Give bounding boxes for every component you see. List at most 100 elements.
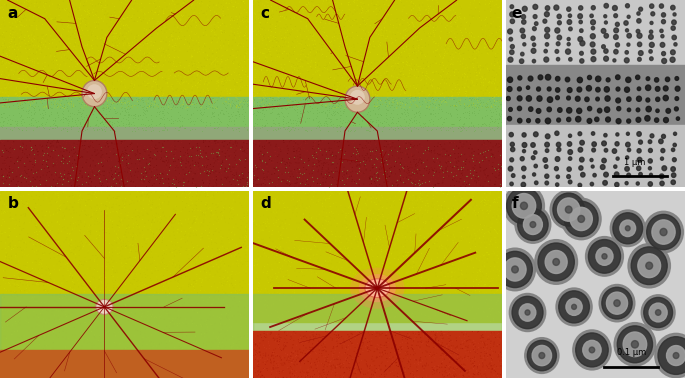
Point — [77, 275, 88, 281]
Point — [146, 207, 157, 213]
Point — [69, 47, 80, 53]
Point — [200, 96, 211, 102]
Point — [401, 118, 412, 124]
Point — [125, 320, 136, 326]
Point — [393, 238, 404, 244]
Point — [86, 238, 97, 244]
Point — [89, 299, 100, 305]
Point — [333, 305, 344, 311]
Point — [125, 167, 136, 174]
Point — [253, 102, 264, 108]
Point — [312, 195, 323, 201]
Point — [366, 373, 377, 378]
Point — [312, 150, 323, 156]
Point — [373, 122, 384, 128]
Point — [225, 17, 236, 23]
Point — [158, 60, 169, 66]
Point — [462, 314, 473, 320]
Point — [256, 34, 267, 40]
Point — [396, 276, 407, 282]
Point — [132, 15, 143, 21]
Point — [462, 124, 473, 130]
Point — [440, 287, 451, 293]
Point — [198, 263, 209, 269]
Point — [177, 235, 188, 242]
Point — [332, 87, 342, 93]
Point — [434, 85, 445, 91]
Point — [325, 253, 336, 259]
Point — [85, 49, 96, 55]
Point — [85, 155, 96, 161]
Point — [279, 15, 290, 21]
Point — [457, 164, 468, 170]
Point — [12, 70, 23, 76]
Point — [482, 104, 493, 110]
Point — [299, 260, 310, 266]
Point — [8, 139, 19, 145]
Point — [427, 236, 438, 242]
Point — [233, 1, 244, 7]
Point — [459, 85, 470, 91]
Point — [0, 144, 6, 150]
Point — [223, 37, 234, 43]
Point — [63, 335, 74, 341]
Circle shape — [673, 353, 679, 359]
Point — [484, 230, 495, 236]
Circle shape — [521, 52, 524, 56]
Point — [412, 360, 423, 366]
Point — [30, 10, 41, 16]
Point — [288, 51, 299, 57]
Point — [384, 168, 395, 174]
Point — [372, 347, 383, 353]
Point — [96, 147, 107, 153]
Point — [308, 32, 319, 38]
Point — [430, 336, 441, 342]
Point — [13, 94, 24, 100]
Point — [332, 335, 342, 341]
Point — [213, 373, 224, 378]
Point — [442, 288, 453, 294]
Point — [176, 220, 187, 226]
Point — [323, 75, 334, 81]
Point — [159, 54, 170, 60]
Point — [354, 213, 365, 219]
Point — [171, 321, 182, 327]
Point — [375, 350, 386, 356]
Point — [76, 262, 87, 268]
Point — [438, 170, 449, 176]
Point — [238, 295, 249, 301]
Point — [192, 217, 203, 223]
Point — [183, 158, 194, 164]
Point — [340, 148, 351, 154]
Point — [114, 122, 125, 128]
Point — [24, 158, 35, 164]
Point — [259, 96, 270, 102]
Point — [141, 100, 152, 106]
Point — [441, 345, 452, 351]
Point — [477, 226, 488, 232]
Point — [262, 331, 273, 337]
Circle shape — [675, 77, 679, 81]
Point — [416, 270, 427, 276]
Point — [18, 369, 29, 375]
Point — [378, 273, 389, 279]
Point — [226, 280, 237, 287]
Point — [443, 352, 454, 358]
Point — [169, 100, 180, 106]
Point — [295, 91, 306, 98]
Point — [8, 356, 19, 363]
Point — [175, 2, 186, 8]
Point — [271, 253, 282, 259]
Point — [171, 352, 182, 358]
Point — [129, 343, 140, 349]
Point — [360, 161, 371, 167]
Point — [186, 159, 197, 165]
Point — [145, 112, 156, 118]
Point — [83, 88, 94, 94]
Point — [0, 228, 6, 234]
Point — [124, 201, 135, 208]
Point — [181, 349, 192, 355]
Point — [295, 285, 306, 291]
Point — [53, 285, 64, 291]
Point — [214, 68, 225, 74]
